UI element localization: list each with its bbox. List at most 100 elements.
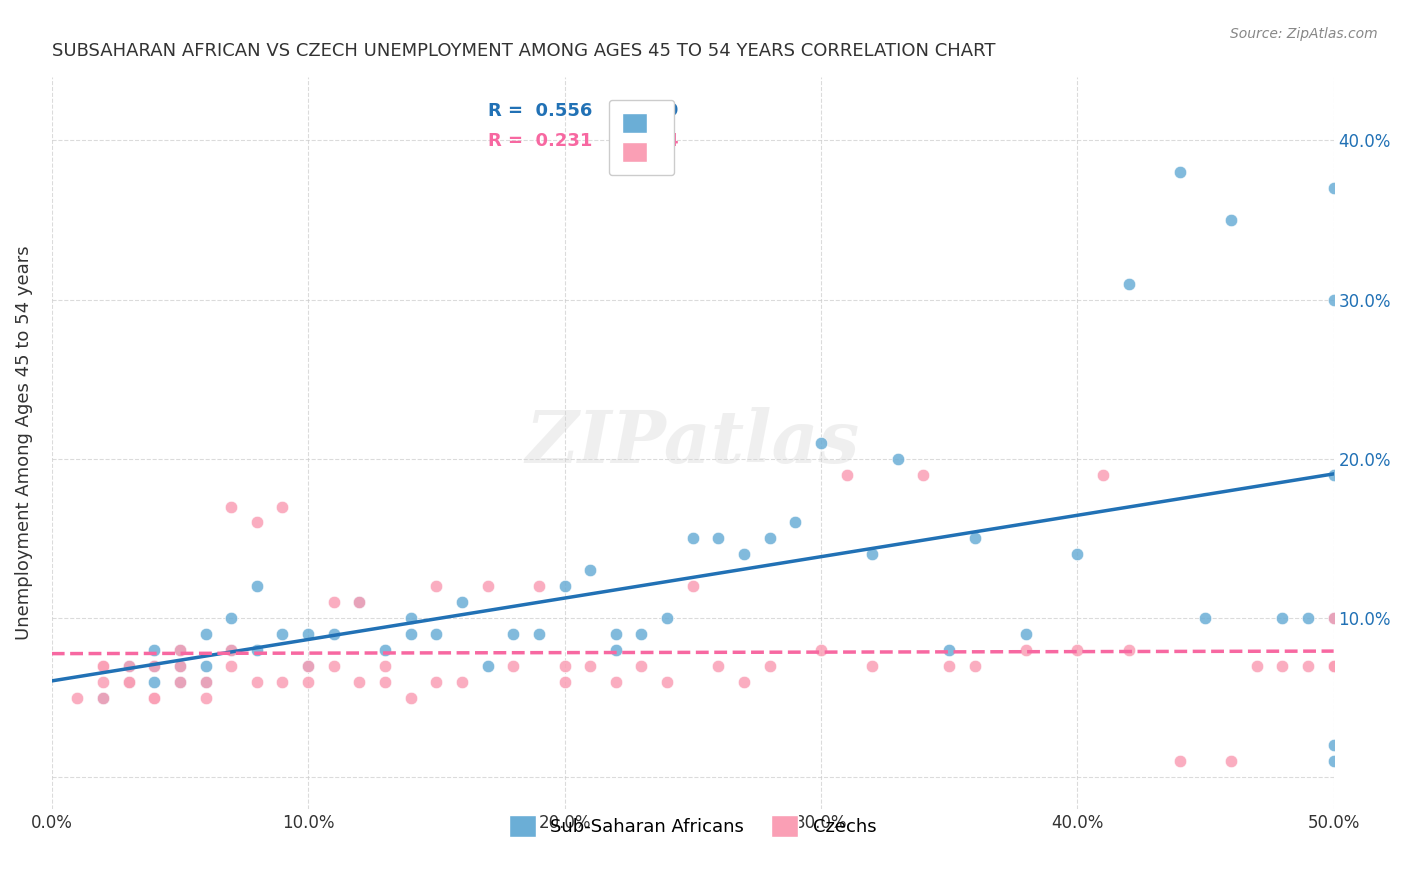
- Point: [297, 658, 319, 673]
- Point: [553, 658, 575, 673]
- Point: [194, 658, 217, 673]
- Point: [297, 658, 319, 673]
- Point: [860, 547, 883, 561]
- Point: [1296, 611, 1319, 625]
- Point: [118, 674, 141, 689]
- Point: [1015, 627, 1038, 641]
- Point: [271, 500, 294, 514]
- Point: [143, 658, 166, 673]
- Point: [219, 643, 242, 657]
- Point: [374, 674, 396, 689]
- Point: [169, 658, 191, 673]
- Point: [860, 658, 883, 673]
- Point: [1323, 755, 1346, 769]
- Point: [630, 658, 652, 673]
- Point: [553, 579, 575, 593]
- Point: [1220, 213, 1243, 227]
- Point: [1323, 181, 1346, 195]
- Point: [1296, 658, 1319, 673]
- Point: [655, 611, 678, 625]
- Point: [194, 674, 217, 689]
- Text: ZIPatlas: ZIPatlas: [526, 408, 859, 478]
- Point: [451, 595, 474, 609]
- Point: [271, 674, 294, 689]
- Point: [682, 579, 704, 593]
- Point: [733, 674, 755, 689]
- Point: [1323, 658, 1346, 673]
- Point: [1323, 658, 1346, 673]
- Point: [246, 674, 269, 689]
- Point: [1323, 658, 1346, 673]
- Point: [374, 643, 396, 657]
- Point: [1246, 658, 1268, 673]
- Point: [963, 658, 986, 673]
- Point: [810, 643, 832, 657]
- Point: [1066, 643, 1088, 657]
- Point: [527, 579, 550, 593]
- Point: [1271, 611, 1294, 625]
- Point: [605, 643, 627, 657]
- Point: [143, 690, 166, 705]
- Point: [425, 579, 447, 593]
- Point: [169, 658, 191, 673]
- Point: [118, 658, 141, 673]
- Point: [91, 658, 114, 673]
- Point: [502, 627, 524, 641]
- Point: [758, 532, 780, 546]
- Point: [322, 627, 344, 641]
- Point: [477, 658, 499, 673]
- Point: [938, 658, 960, 673]
- Point: [502, 658, 524, 673]
- Point: [785, 516, 807, 530]
- Point: [1323, 739, 1346, 753]
- Point: [399, 690, 422, 705]
- Point: [1118, 277, 1140, 291]
- Point: [91, 658, 114, 673]
- Point: [682, 532, 704, 546]
- Point: [91, 690, 114, 705]
- Point: [425, 627, 447, 641]
- Text: R =  0.556   N = 59: R = 0.556 N = 59: [488, 103, 678, 120]
- Point: [1194, 611, 1216, 625]
- Point: [91, 674, 114, 689]
- Point: [143, 690, 166, 705]
- Point: [219, 658, 242, 673]
- Point: [143, 674, 166, 689]
- Point: [425, 674, 447, 689]
- Point: [1323, 658, 1346, 673]
- Point: [169, 674, 191, 689]
- Point: [963, 532, 986, 546]
- Point: [1323, 293, 1346, 307]
- Point: [349, 595, 371, 609]
- Point: [271, 627, 294, 641]
- Text: Source: ZipAtlas.com: Source: ZipAtlas.com: [1230, 27, 1378, 41]
- Point: [1168, 755, 1191, 769]
- Point: [655, 674, 678, 689]
- Point: [194, 674, 217, 689]
- Point: [1323, 658, 1346, 673]
- Point: [91, 690, 114, 705]
- Text: SUBSAHARAN AFRICAN VS CZECH UNEMPLOYMENT AMONG AGES 45 TO 54 YEARS CORRELATION C: SUBSAHARAN AFRICAN VS CZECH UNEMPLOYMENT…: [52, 42, 995, 60]
- Point: [938, 643, 960, 657]
- Point: [322, 658, 344, 673]
- Point: [1168, 165, 1191, 179]
- Point: [1323, 658, 1346, 673]
- Point: [579, 563, 602, 577]
- Point: [1323, 611, 1346, 625]
- Point: [1118, 643, 1140, 657]
- Point: [527, 627, 550, 641]
- Point: [1091, 467, 1114, 482]
- Point: [246, 516, 269, 530]
- Point: [1220, 755, 1243, 769]
- Point: [553, 674, 575, 689]
- Point: [118, 674, 141, 689]
- Point: [246, 643, 269, 657]
- Point: [219, 643, 242, 657]
- Point: [1323, 467, 1346, 482]
- Point: [707, 658, 730, 673]
- Point: [66, 690, 89, 705]
- Point: [1323, 611, 1346, 625]
- Point: [169, 674, 191, 689]
- Point: [322, 595, 344, 609]
- Point: [835, 467, 858, 482]
